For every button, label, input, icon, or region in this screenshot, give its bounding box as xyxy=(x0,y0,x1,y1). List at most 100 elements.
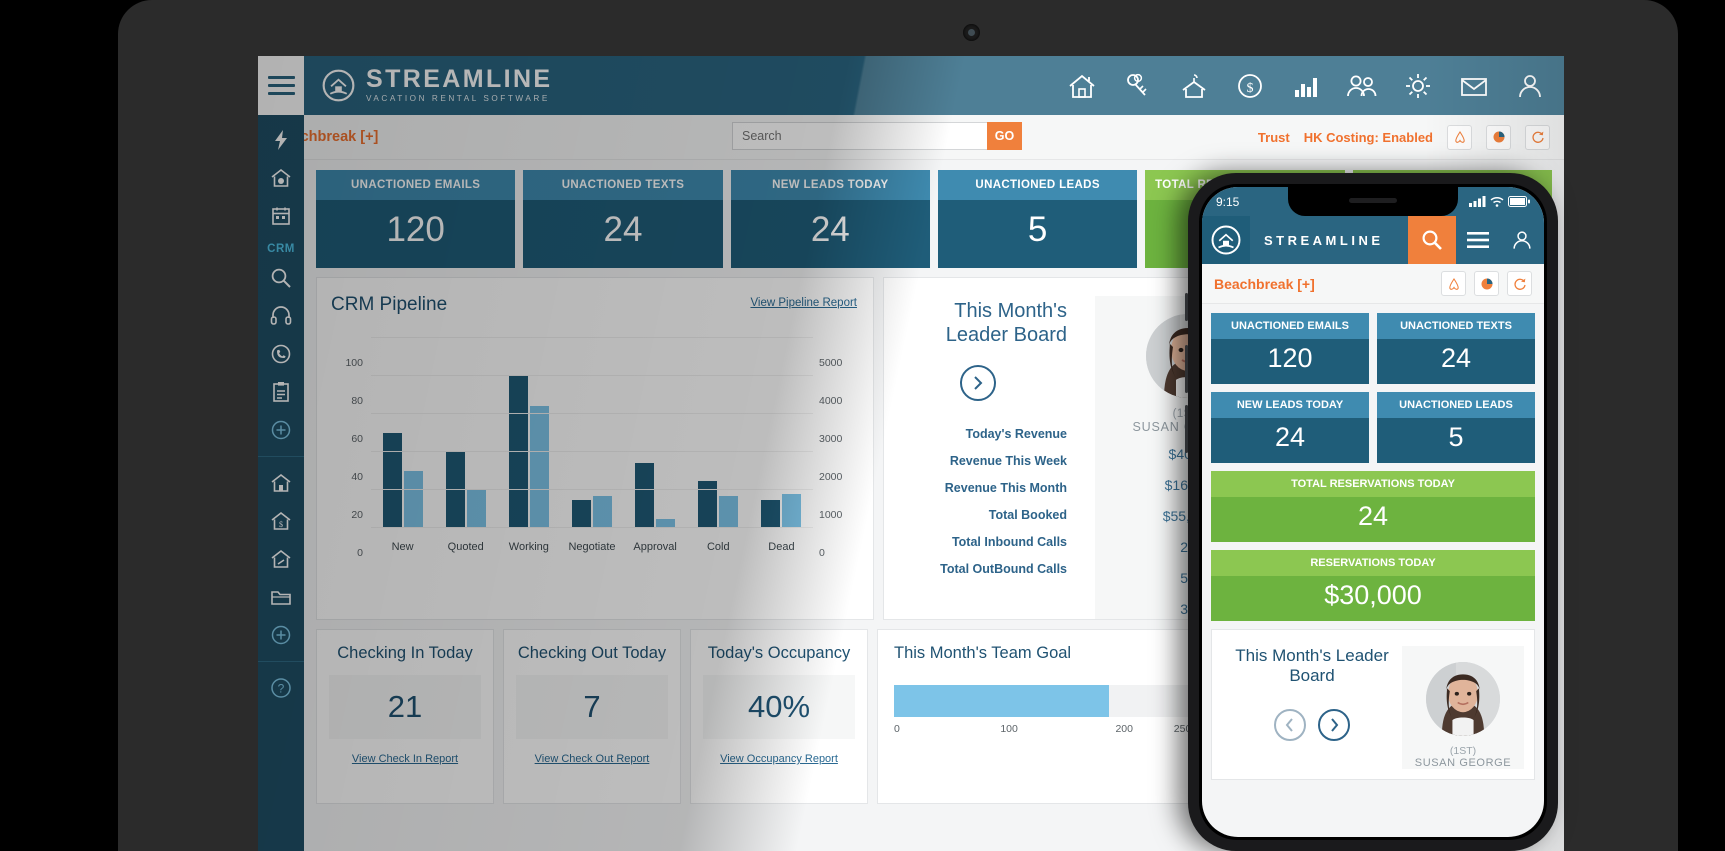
hamburger-menu-icon[interactable] xyxy=(258,56,304,115)
sidebar-item-calls[interactable] xyxy=(264,337,298,371)
chart-bar-group[interactable] xyxy=(497,338,560,528)
chart-bar[interactable] xyxy=(529,406,549,528)
chart-bar-group[interactable] xyxy=(624,338,687,528)
leaderboard-rank: (1ST) xyxy=(1449,745,1477,757)
brand-name: STREAMLINE xyxy=(366,65,553,94)
chart-bar[interactable] xyxy=(403,471,423,528)
people-icon[interactable] xyxy=(1342,66,1382,106)
leaderboard-person-card[interactable]: (1ST) SUSAN GEORGE xyxy=(1402,646,1524,769)
leaderboard-next-button[interactable] xyxy=(1318,708,1350,741)
kpi-unactioned-texts[interactable]: UNACTIONED TEXTS 24 xyxy=(523,170,723,268)
chart-gridline xyxy=(371,413,813,414)
chart-bar-group[interactable] xyxy=(687,338,750,528)
leaderboard-next-button[interactable] xyxy=(960,365,996,402)
avatar xyxy=(1426,662,1500,736)
view-pipeline-report-link[interactable]: View Pipeline Report xyxy=(750,297,857,309)
sidebar-item-help[interactable]: ? xyxy=(264,671,298,705)
airbnb-icon[interactable] xyxy=(1447,124,1472,150)
refresh-icon[interactable] xyxy=(1525,124,1550,150)
envelope-icon[interactable] xyxy=(1454,66,1494,106)
search-box: GO xyxy=(732,122,1022,150)
phone-kpi-total-reservations-today[interactable]: TOTAL RESERVATIONS TODAY 24 xyxy=(1211,471,1535,542)
phone-volume-down-button[interactable] xyxy=(1185,405,1188,453)
search-icon[interactable] xyxy=(1408,216,1456,264)
view-check-out-report-link[interactable]: View Check Out Report xyxy=(534,753,650,765)
card-title: Checking In Today xyxy=(337,644,473,662)
leaderboard-prev-button[interactable] xyxy=(1274,708,1306,741)
chart-bar[interactable] xyxy=(761,499,781,528)
airbnb-icon[interactable] xyxy=(1441,271,1466,296)
search-input[interactable] xyxy=(732,122,987,150)
chart-bar[interactable] xyxy=(698,480,718,528)
kpi-unactioned-leads[interactable]: UNACTIONED LEADS 5 xyxy=(937,170,1138,268)
chart-bar-group[interactable] xyxy=(560,338,623,528)
hamburger-menu-icon[interactable] xyxy=(1456,216,1500,264)
home-icon[interactable] xyxy=(1062,66,1102,106)
phone-volume-up-button[interactable] xyxy=(1185,345,1188,393)
refresh-icon[interactable] xyxy=(1507,271,1532,296)
card-value: 21 xyxy=(387,689,423,724)
phone-kpi-unactioned-leads[interactable]: UNACTIONED LEADS 5 xyxy=(1377,392,1535,463)
checking-out-today-card: Checking Out Today 7 View Check Out Repo… xyxy=(503,629,681,804)
bar-chart-icon[interactable] xyxy=(1286,66,1326,106)
person-icon[interactable] xyxy=(1500,216,1544,264)
sidebar-item-tasks[interactable] xyxy=(264,375,298,409)
header-nav: $ xyxy=(1062,56,1564,115)
chart-bar[interactable] xyxy=(508,376,528,528)
keys-icon[interactable] xyxy=(1118,66,1158,106)
sidebar-section-label: CRM xyxy=(267,243,295,255)
progress-track xyxy=(894,685,1193,717)
chart-bar[interactable] xyxy=(466,490,486,528)
chart-bar[interactable] xyxy=(382,433,402,528)
person-icon[interactable] xyxy=(1510,66,1550,106)
sidebar-item-add-crm[interactable] xyxy=(264,413,298,447)
dollar-icon[interactable]: $ xyxy=(1230,66,1270,106)
sidebar-item-home[interactable] xyxy=(264,161,298,195)
chart-bar[interactable] xyxy=(656,518,676,528)
chart-bar-group[interactable] xyxy=(750,338,813,528)
chart-bar[interactable] xyxy=(571,499,591,528)
phone-kpi-unactioned-texts[interactable]: UNACTIONED TEXTS 24 xyxy=(1377,313,1535,384)
sidebar-item-maintenance[interactable] xyxy=(264,542,298,576)
chart-bar-group[interactable] xyxy=(371,338,434,528)
chart-bar[interactable] xyxy=(635,463,655,528)
progress-tick: 250 xyxy=(1173,723,1192,735)
svg-text:$: $ xyxy=(279,520,283,529)
pie-chart-icon[interactable] xyxy=(1486,124,1511,150)
chart-bar[interactable] xyxy=(592,495,612,528)
view-occupancy-report-link[interactable]: View Occupancy Report xyxy=(720,753,838,765)
sidebar-item-support[interactable] xyxy=(264,299,298,333)
sidebar-item-folders[interactable] xyxy=(264,580,298,614)
chart-bar[interactable] xyxy=(782,493,802,528)
sidebar-item-quick-actions[interactable] xyxy=(264,123,298,157)
view-check-in-report-link[interactable]: View Check In Report xyxy=(351,753,459,765)
kpi-unactioned-emails[interactable]: UNACTIONED EMAILS 120 xyxy=(316,170,516,268)
pie-chart-icon[interactable] xyxy=(1474,271,1499,296)
search-go-button[interactable]: GO xyxy=(987,122,1022,150)
hk-costing-status[interactable]: HK Costing: Enabled xyxy=(1303,129,1433,145)
sidebar-item-housekeeping[interactable]: $ xyxy=(264,504,298,538)
chart-gridline xyxy=(371,337,813,338)
chart-bar[interactable] xyxy=(719,495,739,528)
chart-y-tick-right: 0 xyxy=(819,547,825,559)
kpi-value: 24 xyxy=(1377,339,1535,384)
sidebar-item-calendar[interactable] xyxy=(264,199,298,233)
phone-kpi-unactioned-emails[interactable]: UNACTIONED EMAILS 120 xyxy=(1211,313,1369,384)
property-icon[interactable] xyxy=(1174,66,1214,106)
sidebar-item-search[interactable] xyxy=(264,261,298,295)
gear-icon[interactable] xyxy=(1398,66,1438,106)
crm-pipeline-panel: CRM Pipeline View Pipeline Report 0 20 40 6… xyxy=(316,277,874,620)
kpi-value: 24 xyxy=(1211,497,1535,542)
phone-notch xyxy=(1288,187,1458,216)
phone-kpi-new-leads-today[interactable]: NEW LEADS TODAY 24 xyxy=(1211,392,1369,463)
phone-breadcrumb[interactable]: Beachbreak [+] xyxy=(1214,275,1315,292)
kpi-new-leads-today[interactable]: NEW LEADS TODAY 24 xyxy=(730,170,930,268)
phone-mute-button[interactable] xyxy=(1185,293,1188,321)
sidebar-item-units[interactable] xyxy=(264,466,298,500)
phone-kpi-reservations-today[interactable]: RESERVATIONS TODAY $30,000 xyxy=(1211,550,1535,621)
trust-link[interactable]: Trust xyxy=(1257,129,1290,145)
chart-bar[interactable] xyxy=(445,452,465,528)
chart-bar-group[interactable] xyxy=(434,338,497,528)
sidebar-item-add-folder[interactable] xyxy=(264,618,298,652)
